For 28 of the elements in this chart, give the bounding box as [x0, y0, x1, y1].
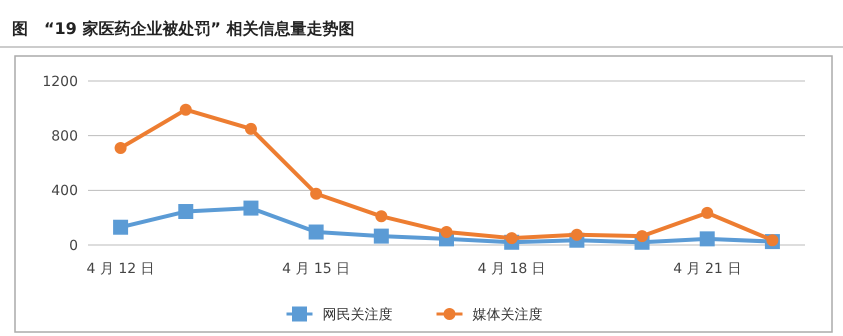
point	[244, 122, 257, 135]
x-tick-label: 4 月 18 日	[478, 261, 546, 277]
point	[114, 142, 127, 154]
x-tick-label: 4 月 12 日	[86, 261, 155, 277]
point	[440, 226, 452, 238]
legend-label: 网民关注度	[322, 306, 392, 323]
y-tick-label: 400	[51, 183, 78, 200]
chart-title: 图 “19 家医药企业被处罚” 相关信息量走势图	[12, 19, 354, 38]
x-tick-label: 4 月 15 日	[282, 261, 350, 277]
point	[308, 224, 324, 240]
point	[701, 206, 714, 219]
point	[180, 104, 192, 116]
point	[700, 231, 715, 246]
point	[375, 210, 388, 222]
y-tick-label: 0	[69, 238, 78, 254]
point	[310, 188, 322, 200]
y-tick-label: 1200	[42, 74, 78, 90]
y-tick-label: 800	[51, 128, 78, 145]
point	[636, 230, 648, 242]
point	[766, 234, 778, 246]
point	[113, 220, 128, 235]
point	[178, 204, 194, 220]
point	[506, 232, 518, 244]
legend-label: 媒体关注度	[472, 306, 542, 323]
point	[570, 228, 583, 241]
point	[243, 200, 258, 216]
x-tick-label: 4 月 21 日	[673, 261, 742, 277]
point	[374, 228, 389, 244]
